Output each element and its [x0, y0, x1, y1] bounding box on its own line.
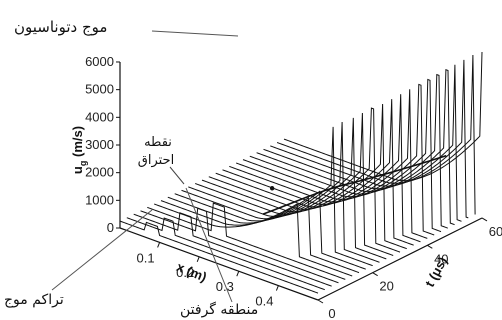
t-tick-mark	[372, 272, 378, 277]
y-tick-label: 1000	[85, 192, 114, 207]
series-trace	[263, 64, 462, 222]
x-tick-label: 0.3	[216, 279, 234, 294]
ignition-ridge	[262, 154, 447, 215]
x-tick-mark	[157, 242, 161, 248]
series-trace	[270, 59, 469, 219]
y-tick-label: 6000	[85, 54, 114, 69]
t-axis-line	[317, 217, 483, 301]
series-trace	[229, 89, 428, 239]
y-axis-label-var: u	[70, 166, 85, 174]
y-axis-label-sub: g	[78, 161, 88, 167]
x-tick-mark	[196, 256, 200, 262]
y-axis-label: ug (m/s)	[70, 126, 88, 174]
t-tick-mark	[481, 217, 488, 222]
series-trace	[256, 68, 455, 226]
t-tick-label: 60	[489, 224, 502, 239]
y-tick-label: 0	[107, 220, 114, 235]
ignition-ridge-line	[262, 154, 447, 215]
t-tick-mark	[317, 299, 324, 304]
wave-accumulation-leader	[51, 209, 153, 291]
capture-zone-leader	[185, 187, 233, 303]
svg-text:ug (m/s): ug (m/s)	[70, 126, 88, 174]
ignition-point-marker	[269, 186, 275, 191]
series-trace	[126, 217, 325, 291]
x-tick-label: 0.1	[137, 250, 155, 265]
t-tick-label: 0	[328, 306, 335, 320]
ignition-point-label-line1: نقطه	[144, 135, 172, 150]
ignition-point-label-line2: احتراق	[138, 153, 174, 168]
t-axis-label: t (μs)	[422, 254, 450, 289]
wave-accumulation-label: تراکم موج	[4, 292, 64, 308]
t-tick-mark	[427, 244, 433, 249]
t-tick-group: 0 20 40 60	[317, 217, 502, 320]
ignition-point-leader	[169, 166, 185, 185]
x-tick-group: 0.1 0.2 0.3 0.4	[137, 242, 279, 309]
series-trace	[215, 99, 414, 246]
y-axis-label-unit: (m/s)	[70, 126, 85, 157]
x-tick-mark	[275, 285, 279, 291]
x-axis-label: x (m)	[174, 259, 208, 285]
detonation-wave-leader	[151, 30, 239, 37]
series-trace	[147, 202, 346, 280]
x-axis-line	[119, 227, 319, 301]
t-tick-label: 20	[379, 279, 393, 294]
y-tick-label: 4000	[85, 109, 114, 124]
x-tick-label: 0.2	[176, 265, 194, 280]
series-traces	[119, 51, 483, 294]
x-tick-mark	[236, 271, 240, 277]
series-trace	[160, 196, 360, 274]
series-trace	[236, 83, 435, 236]
y-tick-label: 5000	[85, 82, 114, 97]
x-tick-label: 0.4	[255, 294, 273, 309]
series-trace	[276, 54, 476, 215]
series-trace	[133, 212, 332, 287]
detonation-wave-label: موج دتوناسیون	[14, 18, 107, 37]
series-trace	[154, 203, 353, 277]
capture-zone-label: منطقه گرفتن	[180, 301, 258, 318]
series-trace	[119, 220, 319, 294]
series-trace	[188, 117, 387, 260]
y-tick-group: 0 1000 2000 3000 4000 5000 6000	[85, 54, 120, 235]
t-tick-label: 40	[434, 251, 448, 266]
y-tick-label: 3000	[85, 137, 114, 152]
series-trace	[242, 78, 442, 233]
y-tick-label: 2000	[85, 165, 114, 180]
